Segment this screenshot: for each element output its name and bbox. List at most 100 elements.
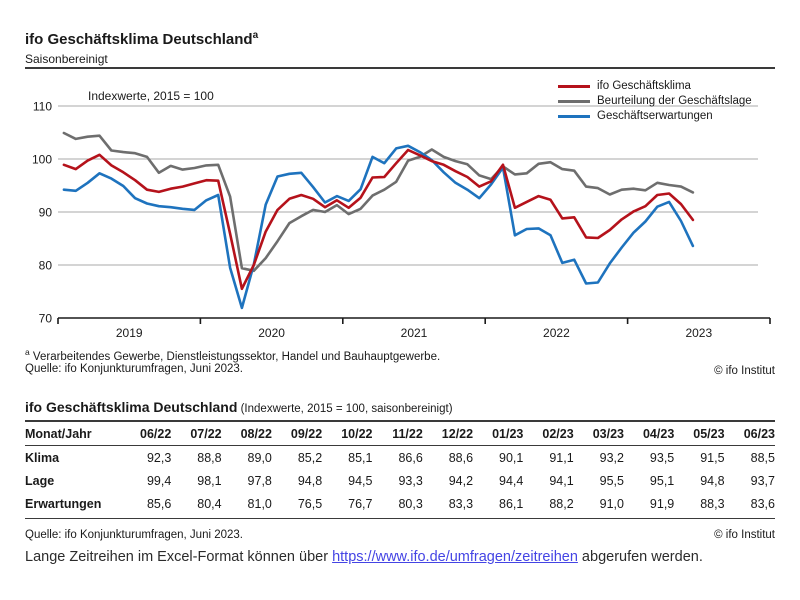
x-axis-label-2019: 2019 bbox=[116, 326, 143, 340]
table-title-text: ifo Geschäftsklima Deutschland bbox=[25, 399, 238, 415]
table-title: ifo Geschäftsklima Deutschland (Indexwer… bbox=[25, 399, 453, 415]
y-axis-label-100: 100 bbox=[32, 153, 52, 167]
row-label: Erwartungen bbox=[25, 492, 121, 519]
table-cell: 88,8 bbox=[197, 451, 222, 465]
table-cell: 91,1 bbox=[549, 451, 574, 465]
table-header-month: 06/22 bbox=[121, 420, 172, 446]
download-hint: Lange Zeitreihen im Excel-Format können … bbox=[25, 549, 703, 565]
table-cell: 93,5 bbox=[649, 451, 675, 465]
table-cell: 94,5 bbox=[348, 474, 373, 488]
timeseries-link[interactable]: https://www.ifo.de/umfragen/zeitreihen bbox=[332, 549, 578, 565]
table-head: Monat/Jahr 06/22 07/22 08/22 09/22 10/22 11/22… bbox=[25, 420, 775, 446]
business-climate-table: Monat/Jahr 06/22 07/22 08/22 09/22 10/22 11/22… bbox=[25, 420, 775, 519]
table-copyright: © ifo Institut bbox=[714, 529, 775, 541]
legend-item-klima: ifo Geschäftsklima bbox=[558, 80, 752, 92]
series-line-erwartungen bbox=[62, 144, 695, 310]
table-cell: 85,1 bbox=[348, 451, 373, 465]
x-axis-label-2022: 2022 bbox=[543, 326, 570, 340]
table-header-month: 01/23 bbox=[473, 420, 524, 446]
y-axis-label-110: 110 bbox=[33, 100, 52, 114]
row-label: Lage bbox=[25, 474, 55, 488]
table-cell: 85,6 bbox=[121, 492, 172, 519]
table-header-monat-jahr: Monat/Jahr bbox=[25, 420, 121, 446]
header-divider bbox=[25, 67, 775, 69]
chart-annotation: Indexwerte, 2015 = 100 bbox=[88, 89, 214, 103]
y-axis-label-90: 90 bbox=[39, 206, 53, 220]
series-line-lage bbox=[62, 131, 695, 273]
table-row-lage: Lage 99,4 98,1 97,8 94,8 94,5 93,3 94,2 94,4 94,1… bbox=[25, 469, 775, 492]
table-cell: 97,8 bbox=[247, 474, 272, 488]
table-cell: 83,3 bbox=[422, 492, 474, 519]
table-cell: 95,1 bbox=[649, 474, 675, 488]
business-climate-chart: 110 100 90 80 70 2019 2020 2021 2022 2023 bbox=[32, 100, 771, 340]
download-hint-prefix: Lange Zeitreihen im Excel-Format können … bbox=[25, 549, 333, 565]
table-header-month: 07/22 bbox=[171, 420, 222, 446]
table-row-klima: Klima 92,3 88,8 89,0 85,2 85,1 86,6 88,6 90,1 91,… bbox=[25, 446, 775, 470]
table-header-month: 10/22 bbox=[322, 420, 373, 446]
table-source: Quelle: ifo Konjunkturumfragen, Juni 202… bbox=[25, 529, 243, 541]
table-cell: 88,6 bbox=[448, 451, 474, 465]
table-header-month: 08/22 bbox=[221, 420, 272, 446]
table-cell: 91,9 bbox=[623, 492, 675, 519]
table-cell: 83,6 bbox=[724, 492, 775, 519]
table-cell: 90,1 bbox=[499, 451, 524, 465]
table-cell: 95,5 bbox=[599, 474, 624, 488]
footnote-marker: a bbox=[25, 347, 30, 357]
table-cell: 93,3 bbox=[398, 474, 423, 488]
table-cell: 93,2 bbox=[599, 451, 624, 465]
legend-swatch-lage bbox=[558, 99, 590, 103]
x-axis-label-2023: 2023 bbox=[685, 326, 712, 340]
table-header-month: 04/23 bbox=[623, 420, 675, 446]
table-cell: 76,7 bbox=[322, 492, 373, 519]
x-axis-label-2021: 2021 bbox=[401, 326, 428, 340]
legend-swatch-erwartungen bbox=[558, 114, 590, 118]
row-label: Klima bbox=[25, 451, 60, 465]
table-header-row: Monat/Jahr 06/22 07/22 08/22 09/22 10/22 11/22… bbox=[25, 420, 775, 446]
legend-item-erwartungen: Geschäftserwartungen bbox=[558, 110, 752, 122]
table-cell: 93,7 bbox=[750, 474, 775, 488]
table-cell: 94,8 bbox=[297, 474, 323, 488]
table-cell: 76,5 bbox=[271, 492, 323, 519]
table-cell: 94,8 bbox=[700, 474, 725, 488]
chart-footnote: a Verarbeitendes Gewerbe, Dienstleistung… bbox=[25, 347, 440, 363]
table-cell: 99,4 bbox=[146, 474, 172, 488]
table-cell: 88,2 bbox=[523, 492, 574, 519]
download-hint-suffix: abgerufen werden. bbox=[577, 549, 703, 565]
table-header-month: 03/23 bbox=[573, 420, 624, 446]
table-cell: 91,5 bbox=[700, 451, 725, 465]
table-header-month: 12/22 bbox=[422, 420, 474, 446]
table-cell: 80,3 bbox=[372, 492, 423, 519]
table-header-month: 02/23 bbox=[523, 420, 574, 446]
table-cell: 86,1 bbox=[473, 492, 524, 519]
table-cell: 94,1 bbox=[549, 474, 574, 488]
legend-item-lage: Beurteilung der Geschäftslage bbox=[558, 95, 752, 107]
chart-source: Quelle: ifo Konjunkturumfragen, Juni 202… bbox=[25, 363, 243, 375]
table-cell: 92,3 bbox=[146, 451, 172, 465]
page-title-footnote-marker: a bbox=[252, 30, 259, 41]
table-cell: 98,1 bbox=[197, 474, 222, 488]
table-cell: 80,4 bbox=[171, 492, 222, 519]
series-line-klima bbox=[62, 148, 695, 291]
table-cell: 88,5 bbox=[750, 451, 775, 465]
table-cell: 89,0 bbox=[247, 451, 272, 465]
table-cell: 86,6 bbox=[398, 451, 423, 465]
x-axis-label-2020: 2020 bbox=[258, 326, 285, 340]
chart-legend: ifo Geschäftsklima Beurteilung der Geschä… bbox=[558, 80, 752, 122]
table-header-month: 11/22 bbox=[372, 420, 423, 446]
legend-label: Beurteilung der Geschäftslage bbox=[597, 95, 752, 107]
legend-label: Geschäftserwartungen bbox=[597, 110, 713, 122]
table-cell: 85,2 bbox=[297, 451, 323, 465]
table-cell: 88,3 bbox=[674, 492, 725, 519]
table-header-month: 09/22 bbox=[271, 420, 323, 446]
table-header-month: 06/23 bbox=[724, 420, 775, 446]
table-body: Klima 92,3 88,8 89,0 85,2 85,1 86,6 88,6 90,1 91,… bbox=[25, 446, 775, 519]
table-cell: 81,0 bbox=[221, 492, 272, 519]
page-title-text: ifo Geschäftsklima Deutschland bbox=[25, 31, 253, 48]
table-title-subtext: (Indexwerte, 2015 = 100, saisonbereinigt… bbox=[237, 403, 453, 415]
y-axis-label-80: 80 bbox=[39, 259, 53, 273]
page-title: ifo Geschäftsklima Deutschlanda bbox=[25, 30, 258, 48]
chart-copyright: © ifo Institut bbox=[714, 365, 775, 377]
table-cell: 91,0 bbox=[573, 492, 624, 519]
legend-swatch-klima bbox=[558, 84, 590, 88]
